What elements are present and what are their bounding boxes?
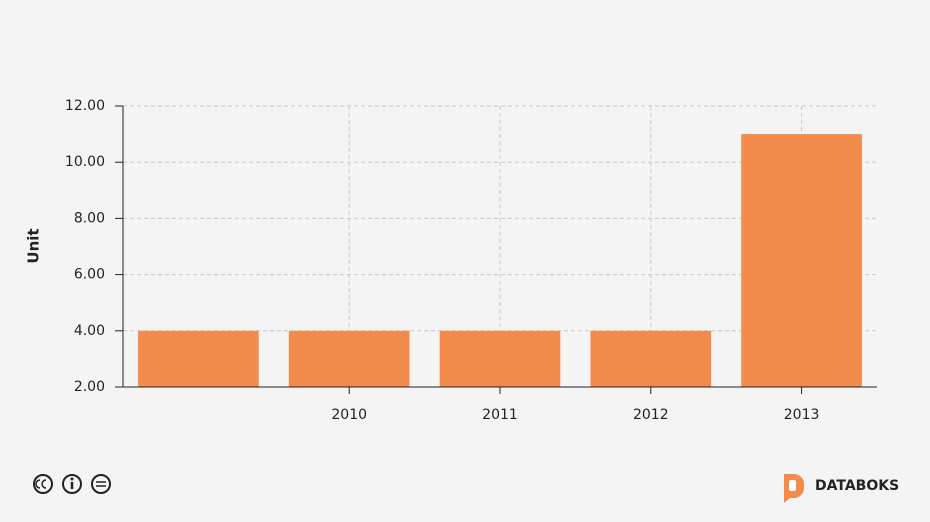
cc-icons [33, 474, 111, 494]
y-tick-label: 10.00 [65, 154, 105, 170]
x-tick-label: 2013 [784, 407, 820, 423]
bar [590, 330, 712, 387]
y-tick-label: 2.00 [74, 379, 105, 395]
y-tick-label: 8.00 [74, 210, 105, 226]
y-tick-label: 6.00 [74, 267, 105, 283]
bar [138, 330, 259, 387]
y-axis-label: Unit [25, 228, 43, 263]
y-tick-label: 12.00 [65, 98, 105, 114]
bar [439, 330, 561, 387]
x-tick-label: 2011 [482, 407, 518, 423]
brand-name: DATABOKS [815, 478, 899, 494]
brand-logo [784, 474, 804, 503]
bar [288, 330, 410, 387]
x-tick-label: 2012 [633, 407, 669, 423]
x-tick-label: 2010 [331, 407, 367, 423]
y-tick-label: 4.00 [74, 323, 105, 339]
bar [741, 134, 862, 387]
